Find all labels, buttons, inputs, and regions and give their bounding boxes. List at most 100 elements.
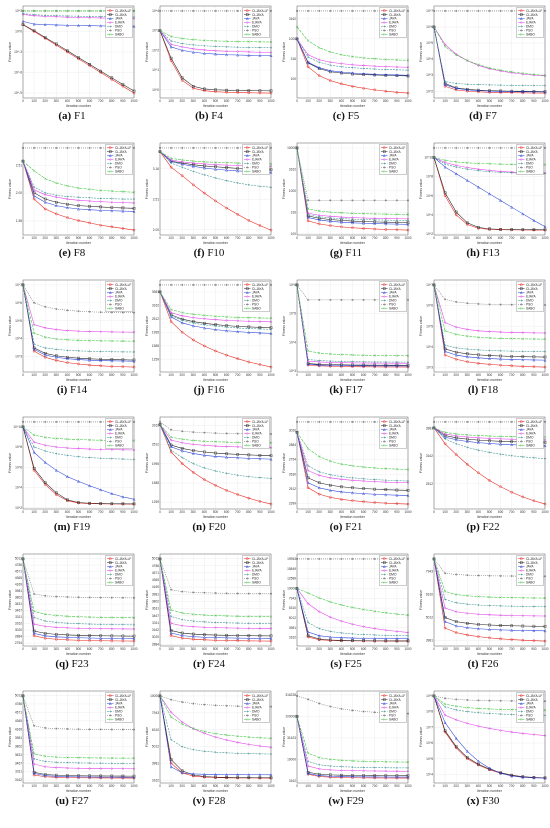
data-point (225, 161, 228, 164)
data-point (455, 601, 458, 604)
data-point (247, 636, 251, 640)
data-point (247, 360, 251, 364)
caption-function-name: F28 (205, 795, 226, 807)
data-point (488, 766, 491, 770)
caption-function-name: F8 (70, 247, 86, 259)
data-point (340, 475, 343, 478)
data-point (203, 344, 206, 348)
data-point (77, 186, 80, 190)
data-point (77, 638, 80, 642)
data-point (499, 712, 502, 716)
data-point (340, 199, 343, 202)
legend-label: PSO (252, 29, 259, 33)
data-point (121, 197, 124, 201)
chart-caption: (w) F29 (281, 795, 411, 807)
legend-label: CLJAYA (526, 561, 538, 565)
legend-label: CLJAYA-LF (252, 557, 268, 561)
data-point (488, 623, 491, 627)
legend-marker (519, 432, 523, 435)
data-point (454, 172, 458, 176)
data-point (443, 442, 447, 446)
data-point (203, 730, 206, 733)
data-point (236, 773, 240, 777)
data-point (444, 80, 447, 83)
chart-panel-f18: 0 100 200 300 400 500 600 700 800 900 1000 10^3 10^4… (418, 274, 549, 403)
data-point (395, 228, 399, 232)
series-line (296, 432, 409, 505)
legend-marker (109, 303, 112, 306)
data-point (306, 349, 310, 353)
legend-label: SABO (115, 444, 124, 448)
legend-marker (109, 166, 112, 169)
data-point (180, 611, 184, 615)
data-point (203, 191, 206, 195)
x-tick-label: 400 (339, 784, 345, 788)
data-point (121, 639, 125, 643)
data-point (466, 59, 469, 62)
legend-label: CLJAYA (526, 287, 538, 291)
caption-function-name: F29 (343, 795, 364, 807)
caption-function-name: F13 (479, 247, 500, 259)
data-point (258, 622, 261, 625)
data-point (99, 502, 102, 505)
data-point (362, 221, 366, 225)
data-point (191, 772, 195, 776)
series-dmo (432, 557, 547, 608)
legend-label: EJAYA (389, 295, 399, 299)
data-point (169, 315, 173, 319)
data-point (181, 42, 184, 45)
legend-marker (108, 154, 112, 157)
data-point (258, 327, 261, 331)
data-point (169, 621, 173, 625)
x-tick-label: 900 (257, 647, 263, 651)
caption-function-name: F20 (205, 521, 226, 533)
data-point (488, 89, 491, 93)
convergence-chart: 0 100 200 300 400 500 600 700 800 900 100010^310^4… (8, 279, 138, 382)
x-tick-label: 500 (487, 99, 493, 103)
legend-marker (108, 158, 112, 161)
data-point (477, 169, 480, 172)
data-point (225, 773, 229, 776)
data-point (236, 636, 240, 640)
data-point (521, 228, 525, 231)
x-tick-label: 400 (202, 784, 208, 788)
data-point (499, 357, 503, 361)
data-point (444, 420, 447, 424)
data-point (77, 636, 80, 640)
data-point (55, 200, 58, 204)
data-point (192, 637, 195, 641)
data-point (499, 442, 503, 446)
data-point (499, 628, 503, 632)
data-point (192, 146, 195, 150)
legend-label: EJAYA (115, 21, 125, 25)
series-line (159, 151, 272, 231)
x-tick-label: 0 (159, 647, 161, 651)
x-tick-label: 600 (87, 647, 93, 651)
legend-marker (519, 565, 523, 568)
data-point (258, 224, 262, 227)
legend-label: CLJAYA (526, 13, 538, 17)
data-point (236, 614, 239, 618)
legend-marker (108, 17, 112, 20)
legend-marker (520, 581, 523, 584)
legend-marker (382, 561, 386, 564)
legend-label: CLJAYA (526, 698, 538, 702)
y-tick-label: 4786 (15, 702, 22, 706)
legend-marker (108, 9, 112, 12)
data-point (317, 74, 321, 77)
data-point (476, 356, 480, 360)
data-point (88, 363, 91, 367)
convergence-chart: 0 100 200 300 400 500 600 700 800 900 100012591585… (145, 279, 275, 382)
data-point (373, 298, 376, 302)
series-ejaya (158, 694, 273, 749)
series-line (159, 558, 272, 595)
data-point (110, 339, 114, 343)
data-point (203, 283, 206, 287)
data-point (510, 638, 513, 641)
data-point (55, 621, 58, 624)
data-point (121, 206, 125, 210)
chart-panel-f22: 0 100 200 300 400 500 600 700 800 900 1000 2512 3162… (418, 411, 549, 540)
series-line (22, 161, 135, 231)
caption-letter: (b) (195, 110, 209, 122)
